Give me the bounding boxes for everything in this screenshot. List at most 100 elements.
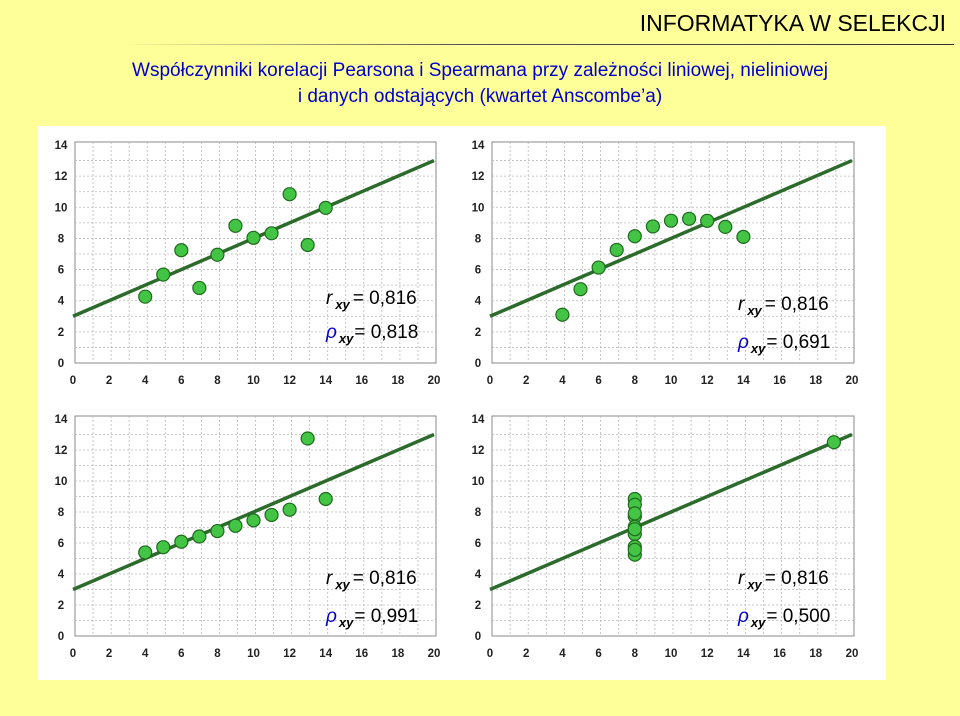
- x-tick-label: 14: [737, 648, 750, 660]
- data-point: [264, 507, 279, 523]
- x-tick-label: 8: [214, 648, 221, 660]
- x-tick-label: 14: [319, 375, 332, 387]
- data-point: [282, 502, 297, 517]
- x-tick-label: 4: [559, 648, 566, 660]
- y-tick-label: 12: [55, 171, 68, 183]
- x-tick-label: 10: [665, 648, 678, 660]
- x-tick-label: 12: [283, 648, 296, 660]
- x-tick-label: 20: [428, 648, 441, 660]
- spearman-rho-label: ρ xy= 0,691: [737, 332, 830, 356]
- x-tick-label: 18: [392, 648, 405, 660]
- y-tick-label: 4: [475, 296, 482, 308]
- x-tick-label: 10: [247, 375, 260, 387]
- x-tick-label: 6: [178, 375, 184, 387]
- y-tick-label: 2: [58, 327, 64, 339]
- data-point: [210, 523, 225, 539]
- scatter-chart-4: 0 2 4 6 8 10 12 14 16 18 20 0 2 4 6 8 10 12 14 r xy = 0,816 ρ x…: [472, 414, 859, 660]
- y-tick-label: 0: [58, 358, 64, 370]
- data-point: [210, 247, 225, 262]
- scatter-chart-3: 0 2 4 6 8 10 12 14 16 18 20 0 2 4 6 8 10 12 14 r xy = 0,816 ρ x…: [55, 414, 441, 660]
- data-point: [156, 267, 171, 282]
- pearson-r-label: r xy = 0,816: [326, 288, 417, 312]
- y-tick-label: 0: [475, 631, 481, 643]
- x-tick-label: 14: [319, 648, 332, 660]
- x-tick-label: 2: [523, 648, 529, 660]
- x-tick-label: 14: [737, 375, 750, 387]
- x-tick-label: 2: [523, 375, 529, 387]
- chart-grid: [74, 141, 437, 364]
- y-tick-label: 14: [55, 140, 68, 152]
- data-point: [736, 229, 751, 244]
- x-tick-label: 20: [428, 375, 441, 387]
- regression-line: [489, 158, 853, 318]
- x-tick-label: 4: [559, 375, 566, 387]
- data-point: [318, 491, 333, 507]
- y-tick-label: 10: [55, 476, 68, 488]
- y-tick-label: 4: [58, 569, 65, 581]
- data-point: [609, 242, 624, 258]
- data-point: [318, 200, 333, 216]
- x-tick-label: 8: [214, 375, 221, 387]
- data-point: [718, 219, 733, 235]
- y-tick-label: 14: [55, 414, 68, 426]
- x-tick-label: 6: [595, 648, 601, 660]
- x-tick-label: 2: [106, 648, 112, 660]
- y-tick-label: 0: [58, 631, 64, 643]
- pearson-r-label: r xy = 0,816: [738, 568, 829, 592]
- x-tick-label: 18: [809, 375, 822, 387]
- chart-grid: [491, 141, 855, 364]
- y-tick-label: 10: [55, 202, 68, 214]
- y-tick-label: 10: [472, 202, 485, 214]
- data-point: [246, 230, 261, 245]
- y-tick-label: 14: [472, 414, 485, 426]
- data-point: [627, 542, 642, 557]
- x-tick-label: 4: [142, 375, 149, 387]
- x-tick-label: 10: [247, 648, 260, 660]
- y-tick-label: 2: [475, 600, 481, 612]
- x-tick-label: 16: [355, 375, 368, 387]
- data-point: [555, 307, 570, 322]
- y-tick-label: 6: [475, 265, 481, 277]
- data-point: [138, 545, 153, 560]
- x-tick-label: 12: [701, 375, 714, 387]
- x-tick-label: 18: [809, 648, 822, 660]
- data-point: [282, 187, 297, 202]
- x-tick-label: 16: [773, 648, 786, 660]
- header-title: INFORMATYKA W SELEKCJI: [639, 10, 946, 36]
- data-point: [627, 522, 642, 537]
- x-tick-label: 8: [632, 375, 639, 387]
- x-tick-label: 2: [106, 375, 112, 387]
- slide-title: Współczynniki korelacji Pearsona i Spear…: [0, 58, 960, 110]
- slide-title-line-1: Współczynniki korelacji Pearsona i Spear…: [132, 60, 828, 81]
- regression-line: [72, 432, 435, 592]
- x-tick-label: 8: [632, 648, 639, 660]
- data-point: [663, 213, 679, 228]
- x-tick-label: 20: [846, 375, 859, 387]
- pearson-r-label: r xy = 0,816: [326, 568, 417, 592]
- spearman-rho-label: ρ xy= 0,991: [325, 606, 418, 630]
- regression-line: [489, 432, 853, 592]
- data-point: [192, 280, 207, 296]
- data-point: [174, 243, 189, 258]
- data-point: [228, 518, 243, 533]
- data-point: [627, 229, 642, 244]
- y-tick-label: 0: [475, 358, 481, 370]
- y-tick-label: 8: [475, 507, 482, 519]
- data-point: [156, 540, 171, 555]
- x-tick-label: 10: [665, 375, 678, 387]
- data-point: [300, 237, 315, 253]
- x-tick-label: 6: [595, 375, 601, 387]
- x-tick-label: 20: [846, 648, 859, 660]
- data-point: [700, 213, 715, 228]
- data-point: [826, 435, 842, 450]
- y-tick-label: 12: [55, 445, 68, 457]
- y-tick-label: 8: [58, 233, 65, 245]
- y-tick-label: 4: [475, 569, 482, 581]
- data-point: [192, 529, 207, 544]
- y-tick-label: 12: [472, 171, 485, 183]
- y-tick-label: 4: [58, 296, 65, 308]
- data-point: [264, 226, 279, 241]
- y-tick-label: 12: [472, 445, 485, 457]
- y-tick-label: 8: [475, 233, 482, 245]
